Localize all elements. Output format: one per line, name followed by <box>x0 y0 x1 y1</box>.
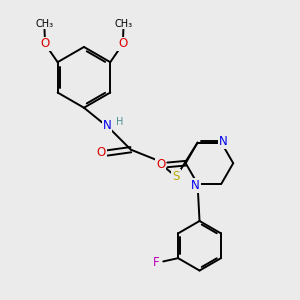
Text: O: O <box>40 38 50 50</box>
Text: CH₃: CH₃ <box>114 19 133 28</box>
Text: N: N <box>191 178 200 192</box>
Text: F: F <box>153 256 159 268</box>
Text: O: O <box>156 158 166 171</box>
Text: N: N <box>103 119 111 132</box>
Text: O: O <box>118 38 128 50</box>
Text: S: S <box>172 170 180 183</box>
Text: H: H <box>116 117 124 127</box>
Text: N: N <box>219 135 228 148</box>
Text: CH₃: CH₃ <box>35 19 53 28</box>
Text: O: O <box>97 146 106 160</box>
